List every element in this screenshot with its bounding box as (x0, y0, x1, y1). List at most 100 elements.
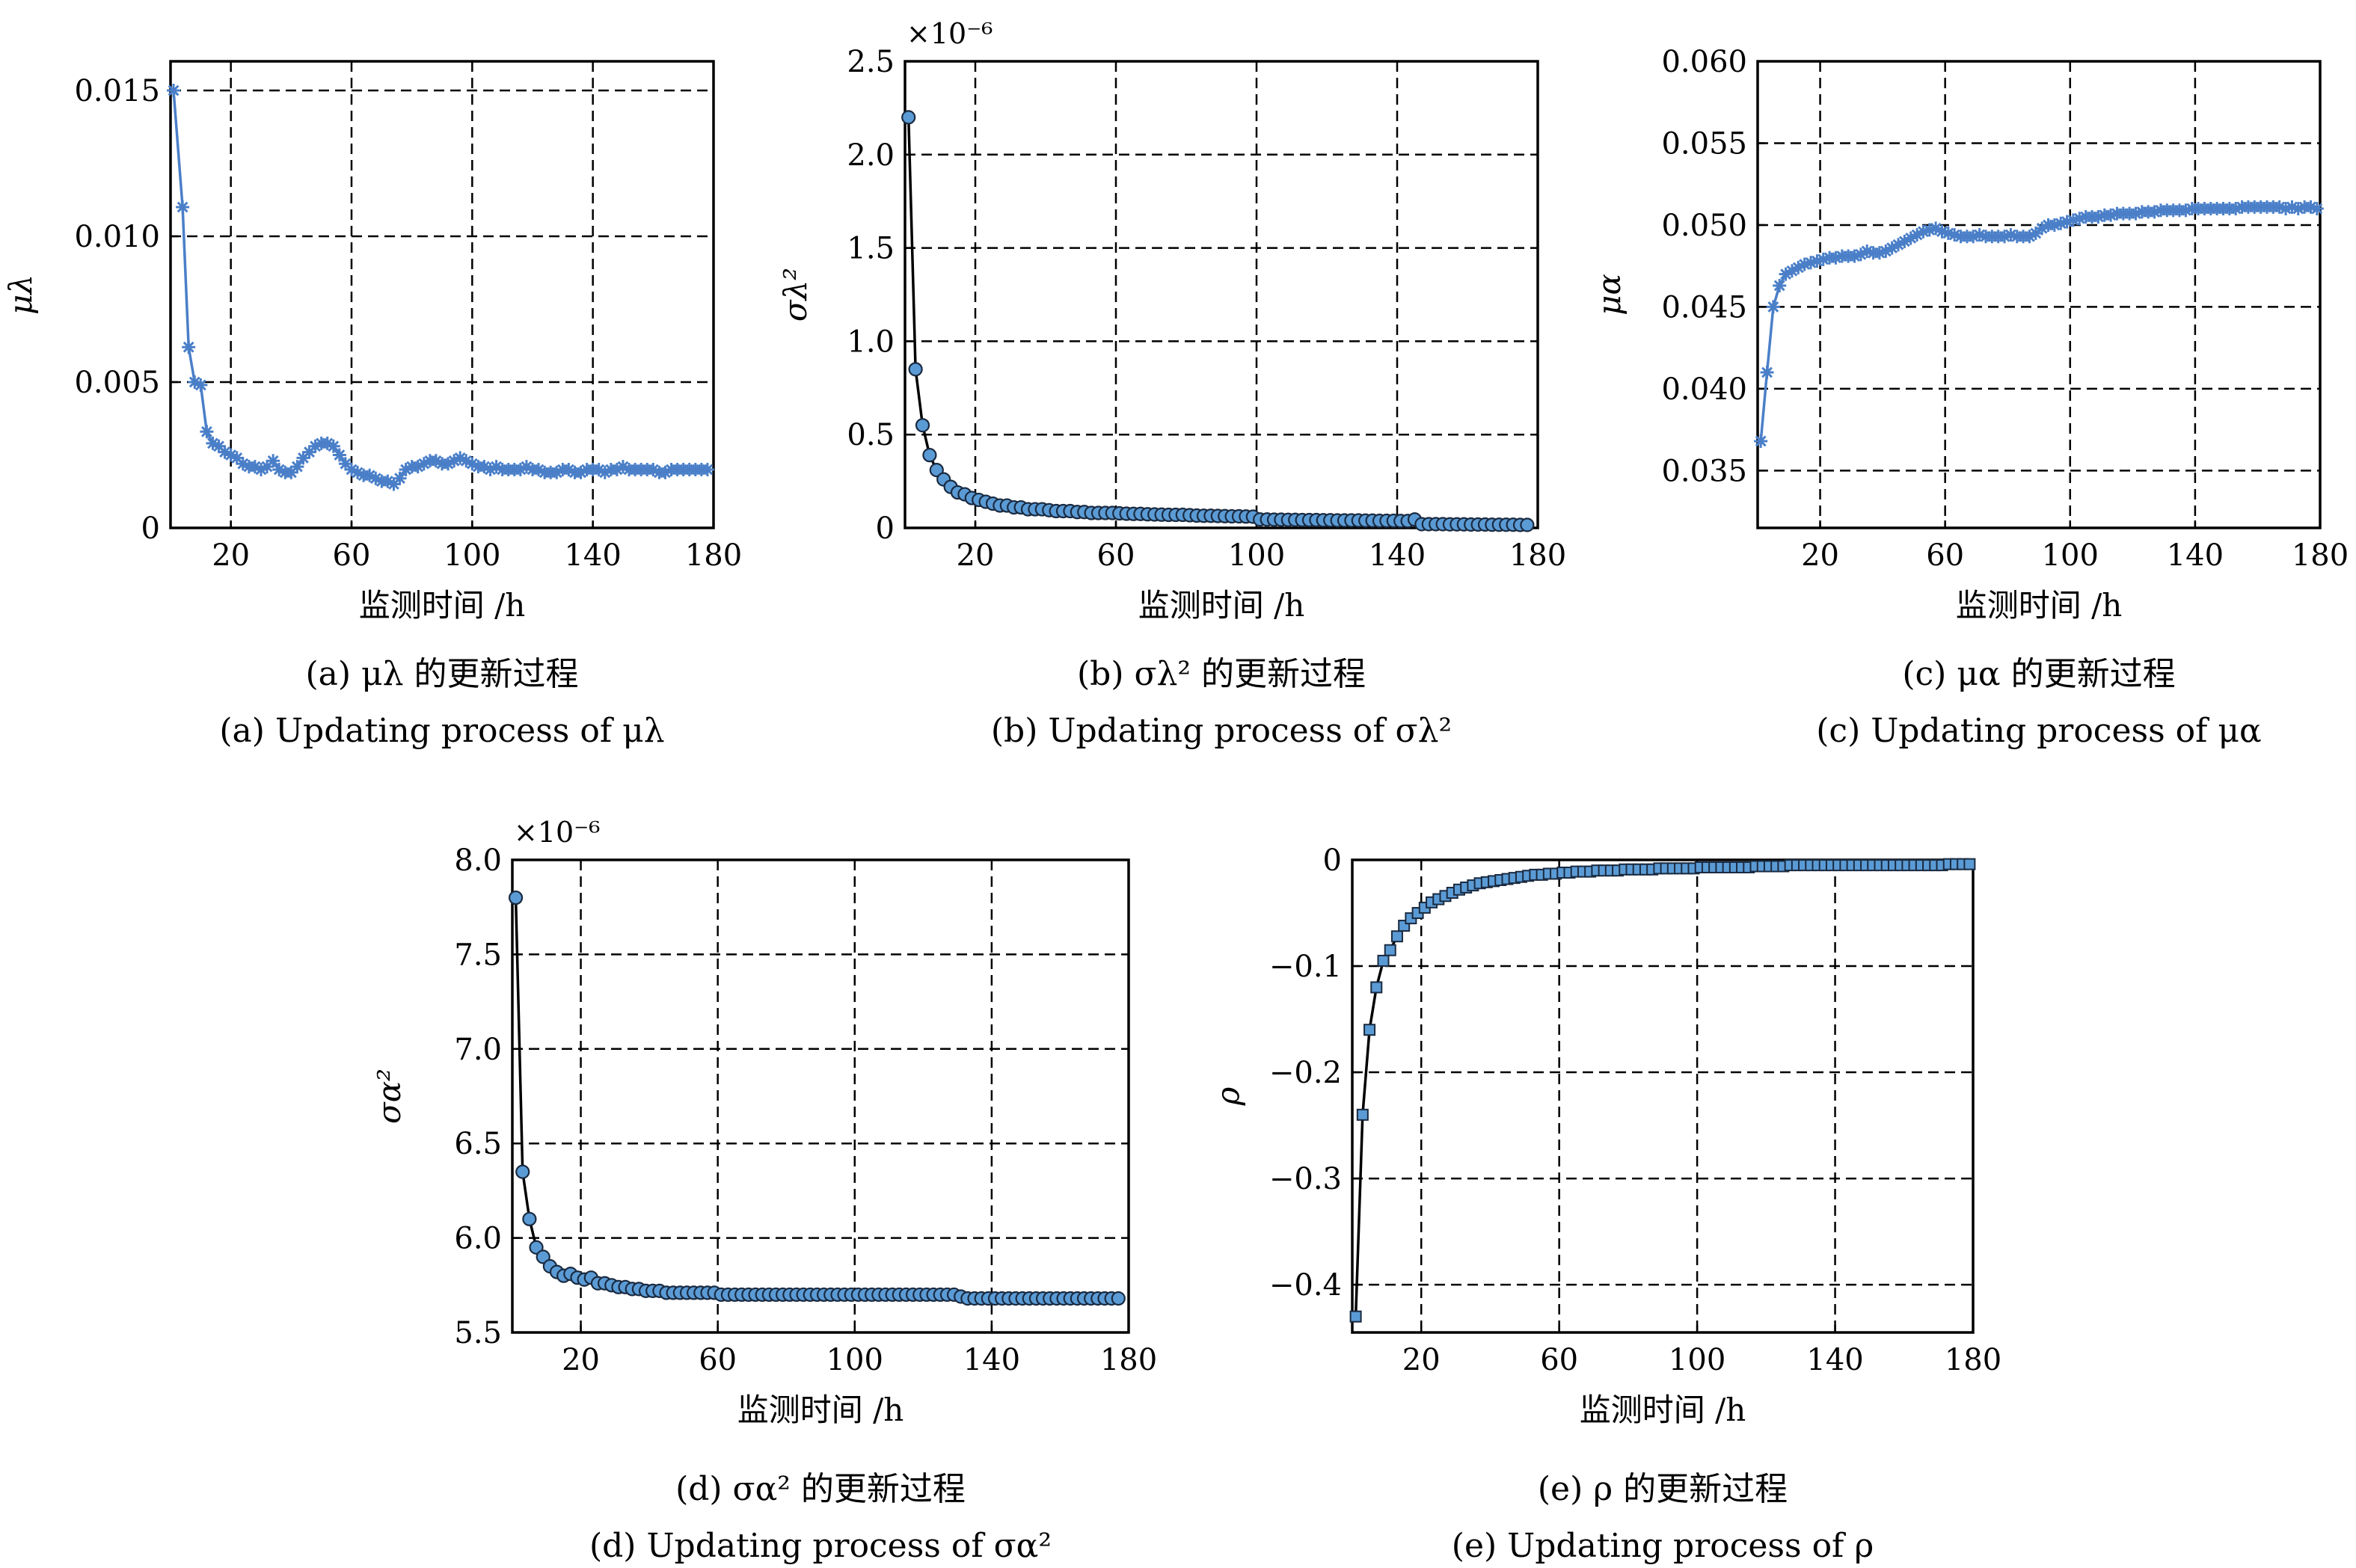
data-point-a (326, 439, 340, 453)
data-point-a (483, 463, 497, 476)
y-axis-label-b: σλ² (777, 268, 814, 322)
y-tick-label-d: 8.0 (454, 843, 502, 878)
x-tick-label-b: 180 (1509, 538, 1566, 573)
data-point-a (562, 463, 576, 476)
data-point-a (610, 463, 624, 476)
data-point-c (1948, 228, 1962, 242)
data-point-a (272, 463, 286, 476)
data-point-e (1390, 930, 1403, 943)
data-point-c (1860, 244, 1874, 258)
data-point-a (598, 465, 612, 479)
data-point-d (508, 890, 524, 906)
axes-frame-d (511, 858, 1130, 1334)
caption-cn-e: (e) ρ 的更新过程 (1538, 1470, 1788, 1508)
data-point-a (308, 439, 322, 453)
plot-area-b (905, 61, 1538, 528)
panel-d: 20 60 100 140 180 5.5 6.0 6.5 7.0 7.5 8.0 ×10⁻⁶ σα² 监… (371, 816, 1157, 1565)
data-point-a (236, 457, 250, 471)
data-point-d (529, 1240, 544, 1255)
axes-frame-a (169, 60, 715, 529)
y-tick-label-d: 5.5 (454, 1316, 502, 1350)
data-point-a (532, 463, 546, 476)
plot-area-e (1352, 860, 1973, 1332)
data-point-a (465, 457, 479, 471)
caption-en-c: (c) Updating process of μα (1816, 712, 2261, 750)
data-point-a (182, 340, 196, 354)
x-tick-label-e: 140 (1806, 1343, 1863, 1377)
y-tick-label-b: 0.5 (847, 418, 895, 452)
data-point-a (369, 471, 383, 485)
data-point-a (393, 471, 407, 485)
data-point-c (1853, 248, 1868, 262)
data-point-a (188, 375, 202, 389)
data-point-a (176, 200, 190, 214)
x-axis-label-b: 监测时间 /h (1138, 587, 1305, 624)
data-point-c (1754, 434, 1768, 448)
x-tick-label-d: 140 (963, 1343, 1020, 1377)
x-tick-label-a: 100 (444, 538, 500, 573)
data-point-a (212, 439, 226, 453)
data-point-a (320, 436, 334, 450)
caption-cn-b: (b) σλ² 的更新过程 (1077, 655, 1366, 693)
caption-en-a: (a) Updating process of μλ (219, 712, 664, 750)
y-tick-label-e: −0.1 (1269, 950, 1342, 984)
x-tick-label-c: 100 (2042, 538, 2099, 573)
data-point-c (1929, 221, 1943, 236)
data-point-c (2022, 230, 2037, 244)
caption-cn-d: (d) σα² 的更新过程 (675, 1470, 966, 1508)
data-point-a (381, 474, 395, 488)
data-point-b (908, 362, 923, 377)
y-tick-label-c: 0.055 (1661, 126, 1747, 161)
x-tick-label-e: 60 (1540, 1343, 1578, 1377)
x-tick-label-a: 180 (685, 538, 742, 573)
y-tick-label-b: 1.0 (847, 325, 895, 359)
data-point-a (345, 463, 358, 476)
caption-cn-c: (c) μα 的更新过程 (1902, 655, 2175, 693)
x-tick-label-e: 100 (1669, 1343, 1725, 1377)
y-multiplier-d: ×10⁻⁶ (514, 816, 600, 849)
y-tick-label-d: 6.5 (454, 1127, 502, 1161)
y-tick-label-e: −0.4 (1269, 1268, 1342, 1303)
data-point-a (447, 454, 461, 468)
y-multiplier-b: ×10⁻⁶ (906, 17, 993, 50)
data-point-a (296, 451, 310, 465)
data-point-c (1760, 366, 1774, 379)
data-point-e (1377, 954, 1390, 967)
x-tick-label-a: 20 (212, 538, 250, 573)
x-tick-label-a: 60 (333, 538, 371, 573)
data-point-c (2272, 200, 2286, 214)
data-point-a (411, 460, 425, 474)
x-tick-label-a: 140 (564, 538, 621, 573)
y-tick-label-a: 0.010 (74, 220, 160, 254)
data-point-c (1898, 234, 1912, 248)
data-point-a (489, 460, 503, 474)
data-point-a (351, 465, 365, 479)
y-axis-label-c: μα (1591, 274, 1628, 316)
data-point-c (2047, 218, 2061, 232)
y-tick-label-b: 1.5 (847, 232, 895, 266)
data-point-c (1892, 238, 1905, 252)
data-point-a (513, 463, 527, 476)
y-tick-label-d: 7.0 (454, 1033, 502, 1067)
data-point-b (1520, 517, 1535, 532)
data-point-a (284, 465, 298, 479)
plot-area-d (512, 860, 1129, 1332)
data-point-a (206, 436, 220, 450)
data-point-c (2066, 213, 2080, 227)
data-point-e (1356, 1108, 1369, 1121)
data-point-d (522, 1211, 537, 1226)
data-point-a (167, 84, 181, 97)
data-point-c (2129, 206, 2143, 221)
caption-cn-a: (a) μλ 的更新过程 (305, 655, 578, 693)
data-point-c (1872, 246, 1886, 260)
data-point-b (901, 110, 916, 125)
y-tick-label-a: 0.005 (74, 366, 160, 400)
data-point-c (1810, 254, 1824, 268)
data-point-c (2004, 228, 2018, 242)
y-tick-label-c: 0.050 (1661, 209, 1747, 243)
data-point-c (1816, 252, 1830, 266)
x-tick-label-c: 140 (2167, 538, 2224, 573)
data-point-b (922, 448, 937, 463)
data-point-c (1972, 228, 1987, 242)
x-tick-label-b: 140 (1369, 538, 1426, 573)
